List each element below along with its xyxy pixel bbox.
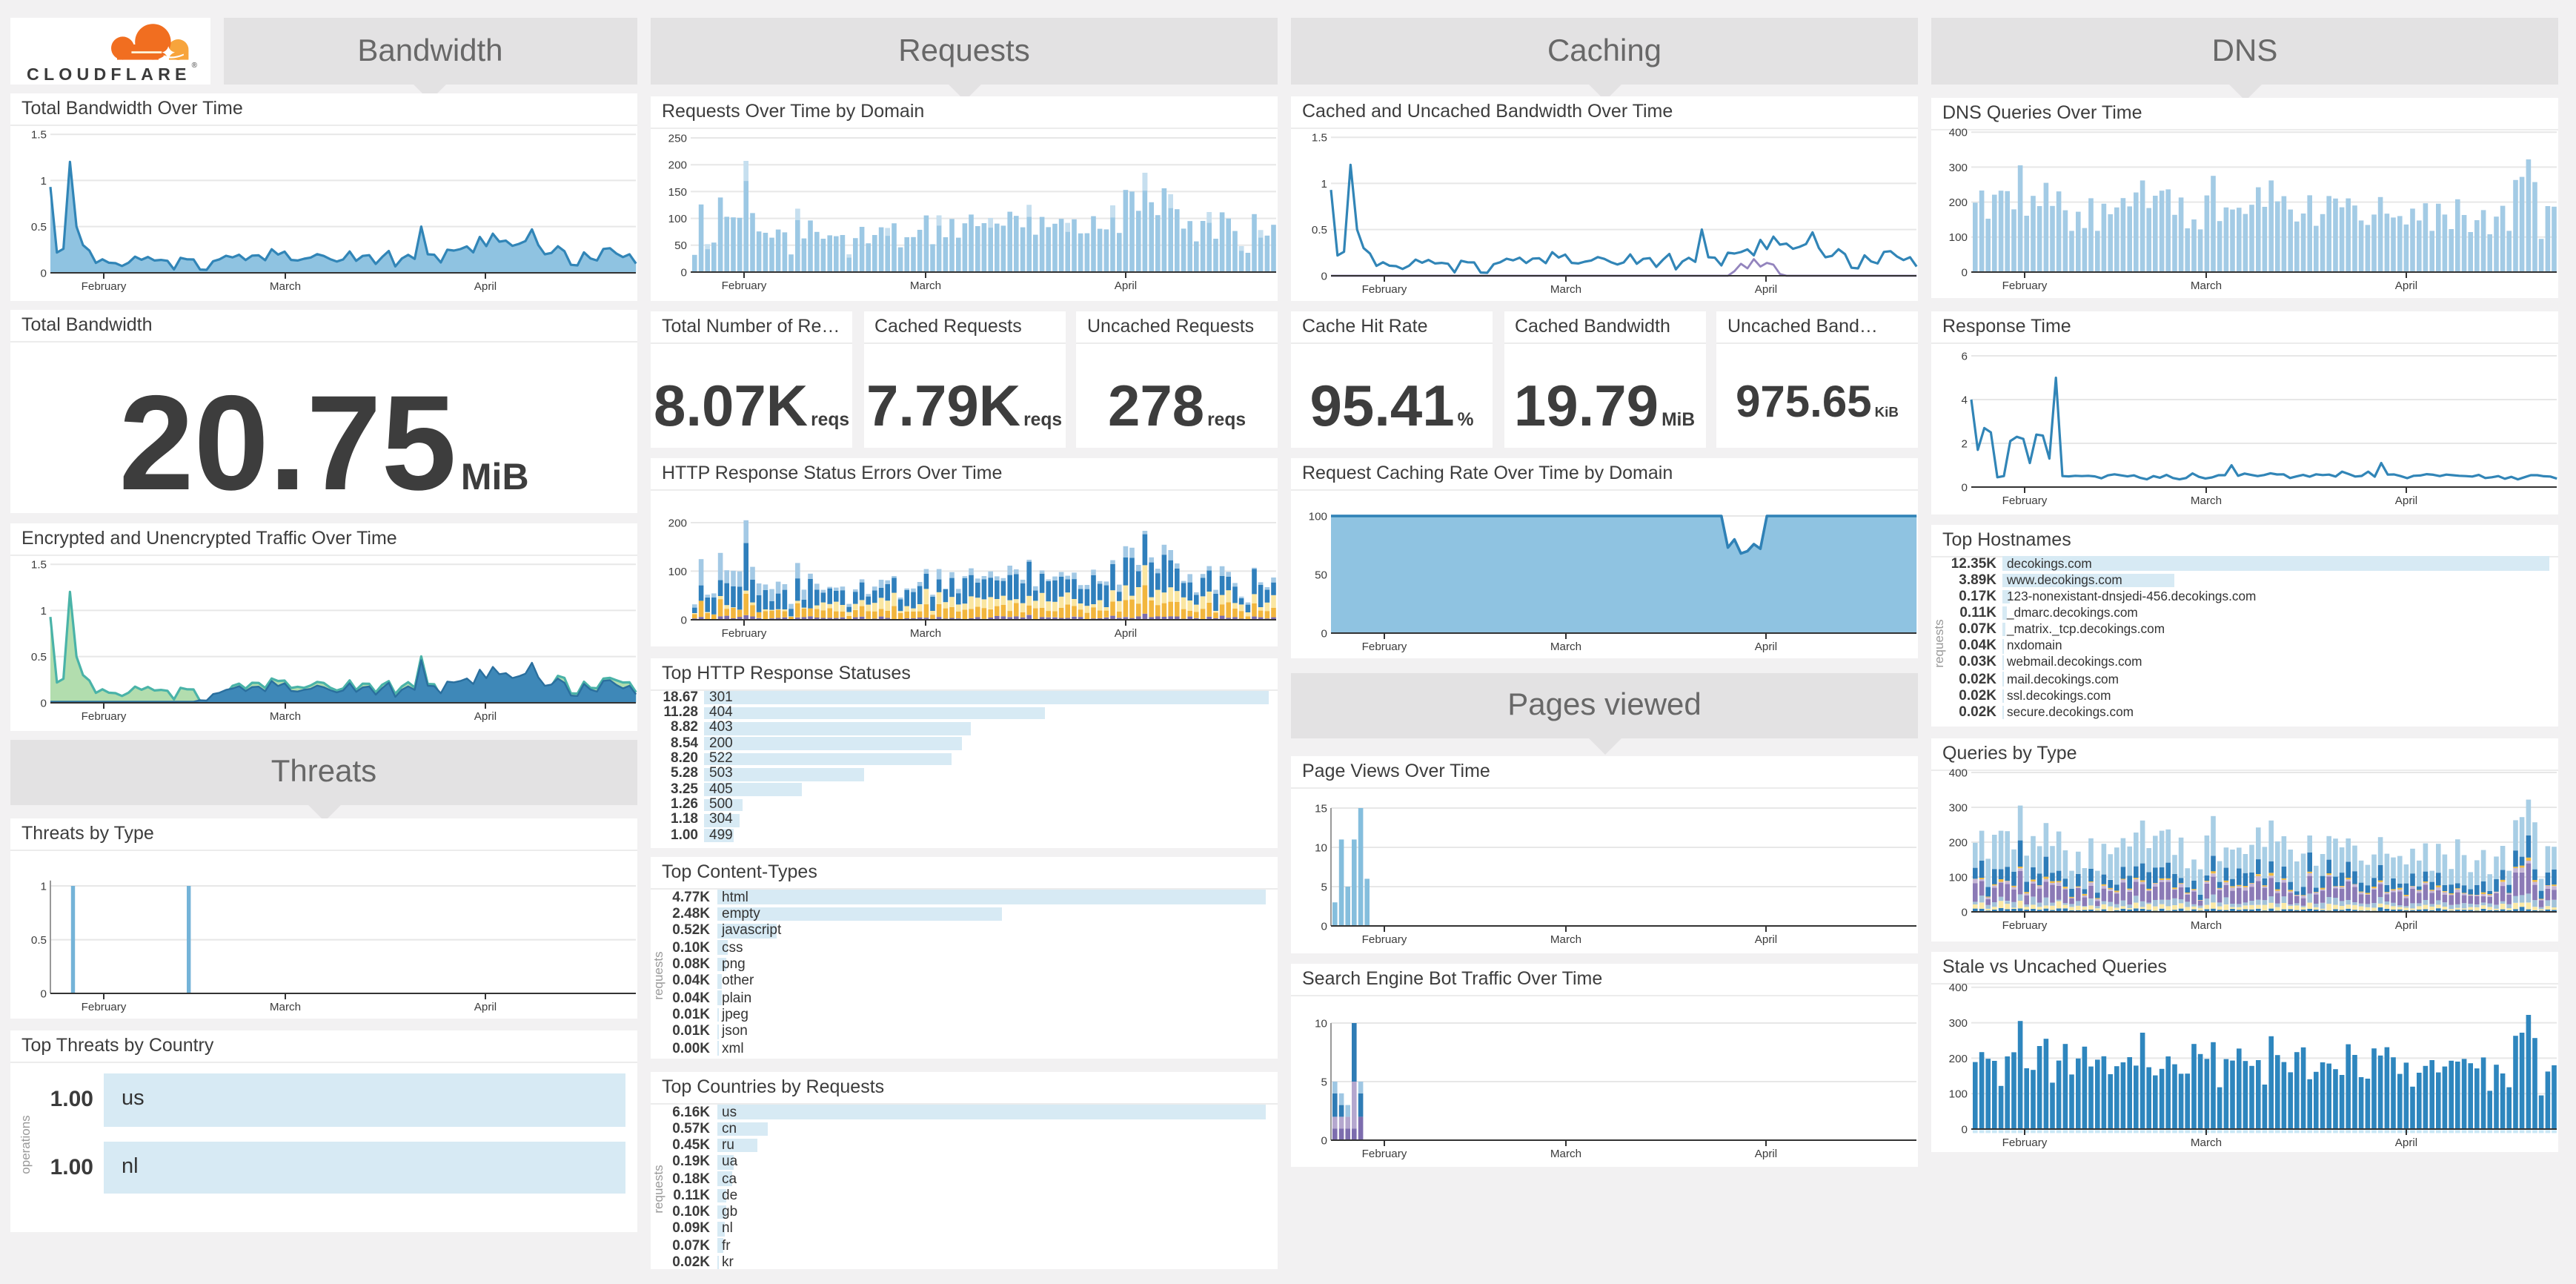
svg-text:February: February [722, 279, 767, 292]
svg-text:0: 0 [681, 613, 687, 626]
svg-text:February: February [2002, 494, 2048, 507]
svg-text:March: March [910, 626, 941, 639]
svg-text:February: February [2002, 279, 2048, 291]
svg-text:April: April [1755, 1148, 1777, 1160]
svg-text:March: March [270, 1000, 301, 1013]
svg-text:100: 100 [668, 213, 687, 225]
svg-text:50: 50 [1315, 568, 1327, 580]
svg-text:February: February [82, 280, 127, 293]
svg-text:0.5: 0.5 [31, 933, 47, 946]
svg-text:5: 5 [1321, 1076, 1327, 1088]
svg-text:10: 10 [1315, 1017, 1327, 1030]
svg-text:200: 200 [1949, 836, 1968, 849]
svg-text:1: 1 [1321, 178, 1327, 191]
svg-text:250: 250 [668, 132, 687, 145]
svg-text:March: March [1550, 1148, 1581, 1160]
svg-text:April: April [1115, 626, 1137, 639]
svg-text:April: April [1755, 283, 1777, 296]
svg-text:400: 400 [1949, 981, 1968, 993]
svg-text:1.5: 1.5 [1312, 132, 1327, 145]
svg-text:0: 0 [1962, 265, 1968, 278]
svg-text:February: February [1362, 1148, 1407, 1160]
svg-text:50: 50 [674, 239, 687, 252]
svg-text:0: 0 [681, 266, 687, 279]
svg-text:February: February [1362, 640, 1407, 652]
svg-text:100: 100 [1949, 1088, 1968, 1100]
svg-text:1.5: 1.5 [31, 129, 47, 142]
svg-text:April: April [474, 710, 497, 723]
svg-text:200: 200 [1949, 196, 1968, 208]
svg-text:April: April [2395, 1136, 2417, 1148]
svg-text:April: April [1755, 933, 1777, 946]
svg-text:0: 0 [1321, 1134, 1327, 1147]
svg-text:March: March [1550, 933, 1581, 946]
svg-text:April: April [1115, 279, 1137, 292]
svg-text:400: 400 [1949, 126, 1968, 139]
svg-text:0: 0 [41, 987, 47, 999]
svg-text:February: February [722, 626, 767, 639]
svg-text:4: 4 [1962, 394, 1968, 406]
svg-text:0: 0 [41, 697, 47, 709]
svg-text:100: 100 [668, 565, 687, 578]
svg-text:March: March [270, 280, 301, 293]
svg-text:100: 100 [1309, 509, 1327, 522]
svg-text:March: March [1550, 640, 1581, 652]
svg-text:March: March [270, 710, 301, 723]
svg-text:March: March [2191, 919, 2222, 932]
svg-text:300: 300 [1949, 1016, 1968, 1029]
svg-text:6: 6 [1962, 350, 1968, 363]
svg-text:300: 300 [1949, 801, 1968, 814]
svg-text:0: 0 [41, 267, 47, 279]
svg-text:0: 0 [1321, 626, 1327, 639]
svg-text:March: March [910, 279, 941, 292]
svg-text:0.5: 0.5 [31, 221, 47, 234]
svg-text:10: 10 [1315, 841, 1327, 854]
svg-text:0: 0 [1962, 906, 1968, 919]
svg-text:100: 100 [1949, 231, 1968, 243]
svg-text:200: 200 [1949, 1052, 1968, 1065]
svg-text:March: March [2191, 279, 2222, 291]
svg-text:February: February [82, 710, 127, 723]
svg-text:150: 150 [668, 186, 687, 199]
svg-text:0: 0 [1962, 481, 1968, 494]
svg-text:April: April [1755, 640, 1777, 652]
svg-text:15: 15 [1315, 802, 1327, 815]
svg-text:April: April [474, 1000, 497, 1013]
svg-text:February: February [2002, 919, 2048, 932]
svg-text:0.5: 0.5 [31, 651, 47, 663]
svg-text:February: February [2002, 1136, 2048, 1148]
svg-text:100: 100 [1949, 871, 1968, 884]
svg-text:April: April [474, 280, 497, 293]
svg-text:March: March [1550, 283, 1581, 296]
svg-text:February: February [1362, 933, 1407, 946]
svg-text:1: 1 [41, 879, 47, 892]
svg-text:April: April [2395, 494, 2417, 507]
svg-text:200: 200 [668, 516, 687, 529]
svg-text:0: 0 [1321, 270, 1327, 282]
svg-text:1.5: 1.5 [31, 559, 47, 572]
svg-text:March: March [2191, 1136, 2222, 1148]
svg-text:February: February [82, 1000, 127, 1013]
svg-text:February: February [1362, 283, 1407, 296]
svg-text:2: 2 [1962, 437, 1968, 450]
svg-text:5: 5 [1321, 881, 1327, 893]
svg-text:400: 400 [1949, 767, 1968, 779]
svg-text:®: ® [192, 61, 198, 69]
svg-text:0.5: 0.5 [1312, 224, 1327, 236]
svg-text:0: 0 [1962, 1122, 1968, 1135]
svg-text:0: 0 [1321, 920, 1327, 933]
svg-text:300: 300 [1949, 161, 1968, 173]
svg-text:1: 1 [41, 605, 47, 618]
svg-text:200: 200 [668, 159, 687, 172]
svg-text:1: 1 [41, 175, 47, 188]
svg-text:CLOUDFLARE: CLOUDFLARE [27, 64, 191, 83]
svg-text:April: April [2395, 279, 2417, 291]
svg-text:March: March [2191, 494, 2222, 507]
svg-text:April: April [2395, 919, 2417, 932]
